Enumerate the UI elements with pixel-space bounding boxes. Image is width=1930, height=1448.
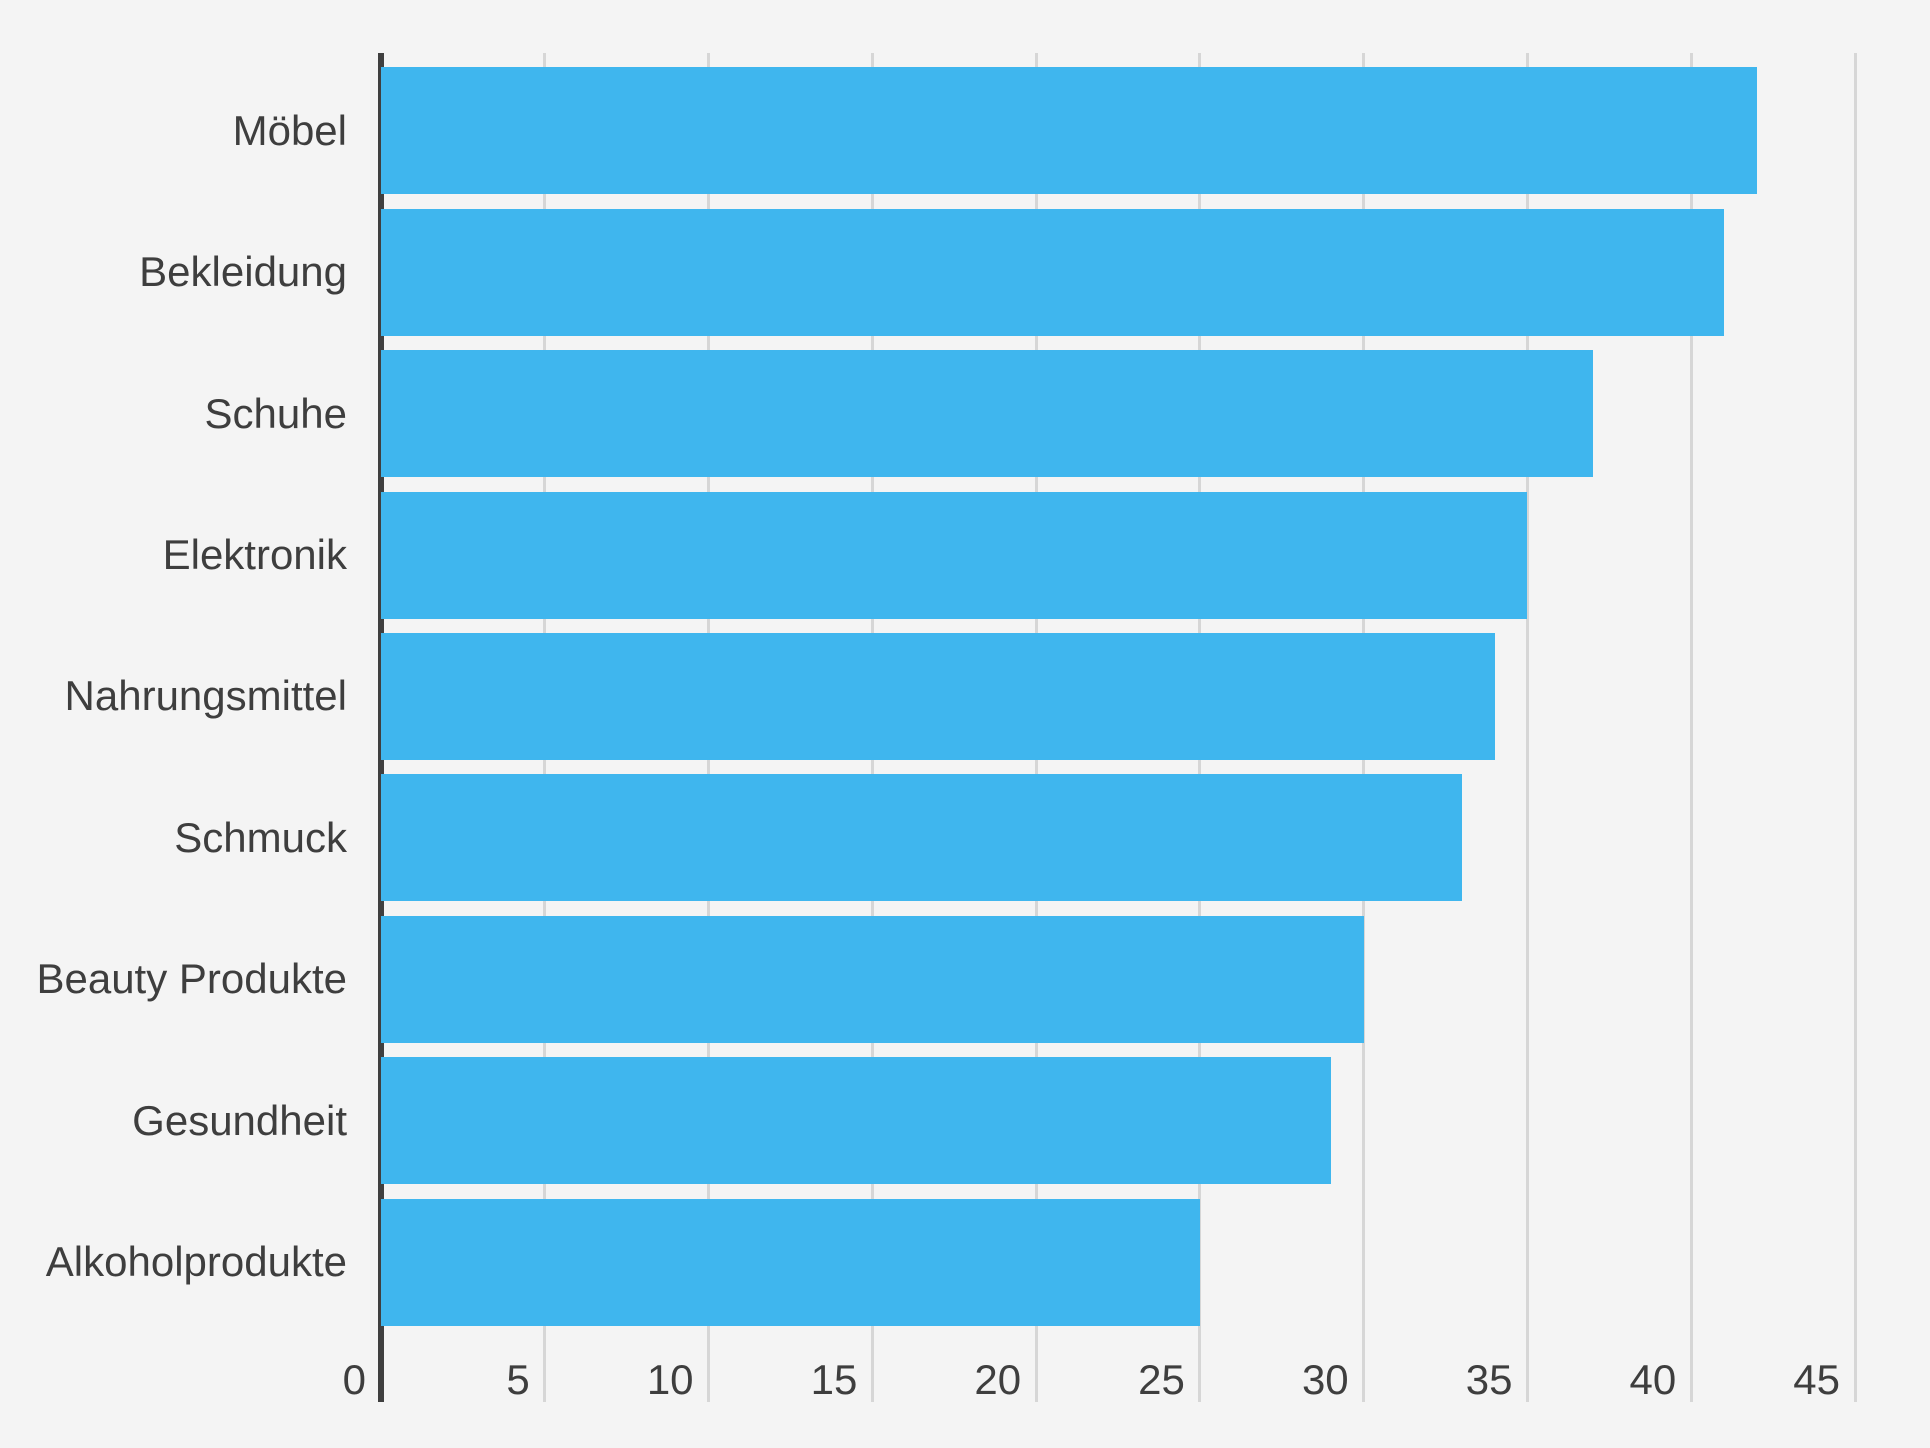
category-row: Möbel	[0, 60, 347, 201]
category-label: Alkoholprodukte	[45, 1238, 347, 1286]
bar-elektronik	[381, 491, 1528, 619]
bar-row	[381, 1050, 1930, 1191]
bar-row	[381, 484, 1930, 625]
category-row: Nahrungsmittel	[0, 626, 347, 767]
category-label: Beauty Produkte	[36, 955, 347, 1003]
bar-nahrungsmittel	[381, 632, 1495, 760]
x-tick-label: 0	[342, 1356, 366, 1403]
bar-row	[381, 1192, 1930, 1333]
bar-schuhe	[381, 350, 1593, 478]
bar-row	[381, 60, 1930, 201]
bar-möbel	[381, 67, 1757, 195]
category-row: Gesundheit	[0, 1050, 347, 1191]
bar-row	[381, 626, 1930, 767]
bar-schmuck	[381, 774, 1462, 902]
category-label: Elektronik	[162, 531, 347, 579]
bar-gesundheit	[381, 1057, 1331, 1185]
bar-bekleidung	[381, 208, 1724, 336]
category-row: Schmuck	[0, 767, 347, 908]
category-label: Gesundheit	[132, 1096, 347, 1144]
bar-row	[381, 767, 1930, 908]
gridline	[1853, 53, 1857, 1402]
bar-beauty-produkte	[381, 915, 1364, 1043]
bar-row	[381, 909, 1930, 1050]
bars-area	[381, 60, 1930, 1333]
category-row: Alkoholprodukte	[0, 1192, 347, 1333]
category-row: Beauty Produkte	[0, 909, 347, 1050]
category-label: Schmuck	[174, 813, 347, 861]
category-axis: Möbel Bekleidung Schuhe Elektronik Nahrungsm…	[0, 60, 347, 1333]
category-row: Bekleidung	[0, 201, 347, 342]
bar-alkoholprodukte	[381, 1198, 1200, 1326]
category-label: Schuhe	[204, 389, 347, 437]
gridline	[1689, 53, 1693, 1402]
category-label: Möbel	[232, 106, 347, 154]
bar-row	[381, 343, 1930, 484]
category-row: Elektronik	[0, 484, 347, 625]
category-label: Nahrungsmittel	[64, 672, 347, 720]
bar-row	[381, 201, 1930, 342]
category-row: Schuhe	[0, 343, 347, 484]
category-label: Bekleidung	[139, 248, 347, 296]
gridline	[1525, 53, 1529, 1402]
